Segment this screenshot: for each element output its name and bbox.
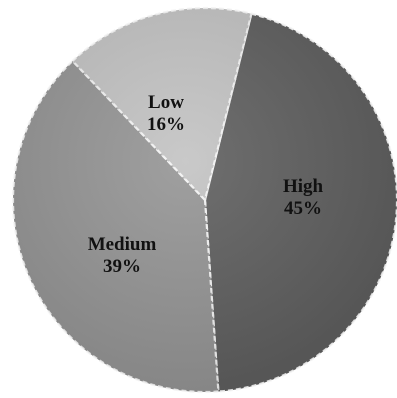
slice-percent-medium: 39% — [103, 256, 141, 277]
slice-name-high: High — [283, 176, 324, 197]
pie-labels: High 45% Medium 39% Low 16% — [88, 92, 324, 277]
pie-slices — [11, 6, 397, 394]
slice-label-low: Low 16% — [147, 92, 185, 135]
slice-percent-high: 45% — [284, 198, 322, 219]
slice-name-medium: Medium — [88, 234, 157, 255]
slice-percent-low: 16% — [147, 114, 185, 135]
slice-label-medium: Medium 39% — [88, 234, 157, 277]
slice-label-high: High 45% — [283, 176, 324, 219]
slice-name-low: Low — [148, 92, 184, 113]
